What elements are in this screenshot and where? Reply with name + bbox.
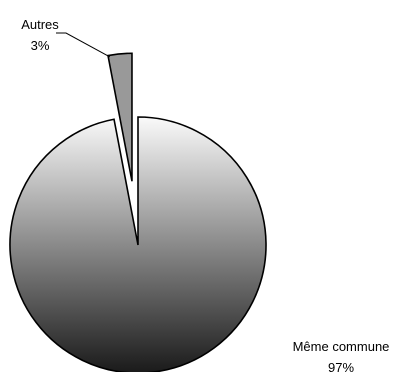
pie-slice-meme-commune — [9, 116, 267, 374]
slices-layer — [9, 52, 267, 374]
leader-lines-layer — [56, 32, 111, 58]
slice-label-autres: Autres — [21, 17, 59, 32]
leader-line-autres — [56, 32, 111, 58]
slice-label-meme-commune: Même commune — [293, 339, 390, 354]
slice-value-meme-commune: 97% — [328, 360, 354, 372]
labels-layer: Autres 3% Même commune 97% — [21, 17, 390, 375]
slice-value-autres: 3% — [31, 38, 50, 53]
